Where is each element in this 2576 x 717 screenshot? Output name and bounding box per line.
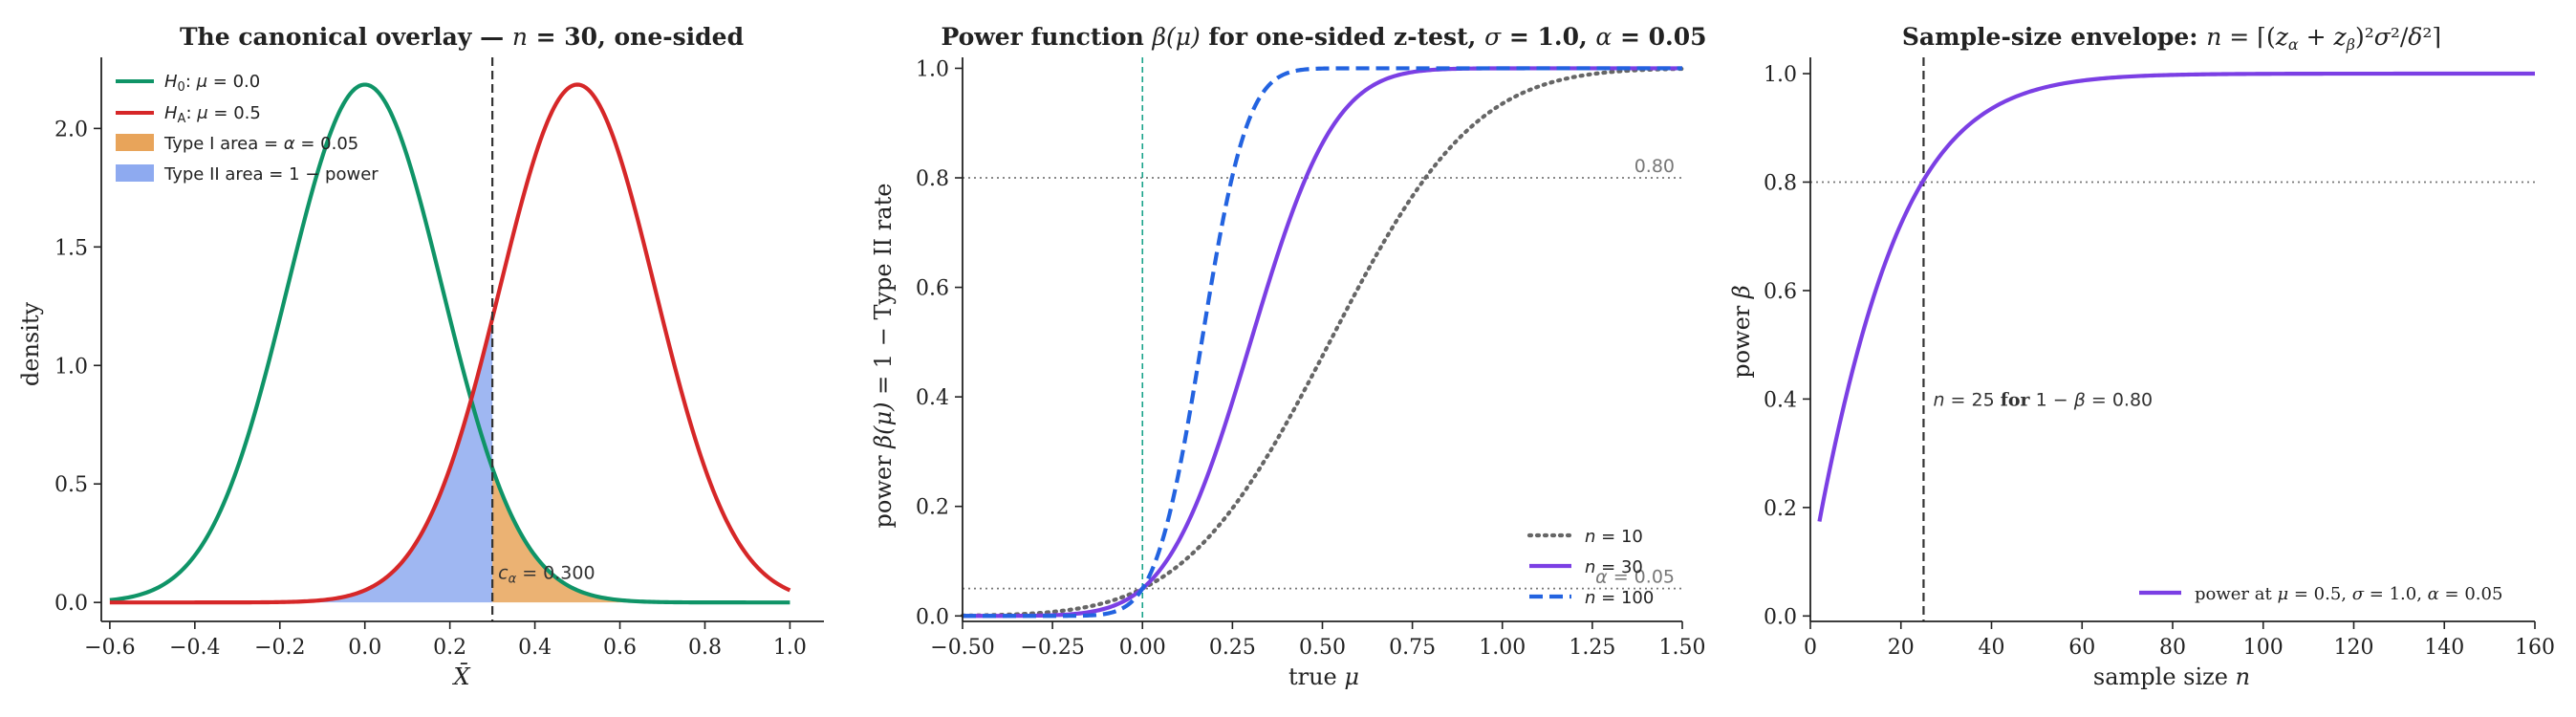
legend-swatch-type2 — [116, 164, 154, 182]
power-curve-n10 — [960, 66, 1685, 619]
power-legend: n = 10 n = 30 n = 100 — [1526, 527, 1654, 608]
type1-area — [492, 467, 790, 603]
power-title: Power function β(μ) for one-sided z-test… — [941, 23, 1706, 51]
legend-label-type2: Type II area = 1 − power — [163, 164, 379, 185]
canonical-xtick-label: −0.4 — [169, 636, 220, 660]
envelope-xlabel: sample size n — [2093, 663, 2250, 690]
canonical-ytick-label: 1.5 — [54, 236, 88, 260]
canonical-xtick-label: 1.0 — [773, 636, 807, 660]
canonical-ytick-label: 0.5 — [54, 473, 88, 497]
power-ytick-label: 1.0 — [916, 57, 949, 81]
power-xtick-label: 1.50 — [1659, 636, 1706, 660]
envelope-xtick-label: 160 — [2515, 636, 2555, 660]
h0-density-curve — [109, 82, 790, 605]
panel-sample-size-envelope: n = 25 for 1 − β = 0.80 0 20 40 60 80 100 120 1… — [1728, 23, 2555, 690]
canonical-xtick-label: 0.2 — [433, 636, 466, 660]
power-xtick-label: 0.75 — [1389, 636, 1436, 660]
type2-area — [109, 317, 493, 603]
power-xtick-label: 1.25 — [1569, 636, 1615, 660]
required-n-annotation: n = 25 for 1 − β = 0.80 — [1933, 389, 2153, 410]
power-title-text: Power function β(μ) for one-sided z-test… — [941, 23, 1706, 51]
canonical-xtick-label: 0.4 — [518, 636, 552, 660]
envelope-ytick-label: 0.0 — [1764, 605, 1797, 629]
alpha-reference-label: α = 0.05 — [1595, 567, 1675, 588]
canonical-xtick-label: 0.0 — [348, 636, 381, 660]
envelope-xtick-label: 40 — [1979, 636, 2005, 660]
legend-label-type1: Type I area = α = 0.05 — [163, 134, 358, 154]
envelope-xtick-label: 60 — [2068, 636, 2095, 660]
legend-label-n100: n = 100 — [1585, 588, 1654, 608]
power-curve-n30 — [963, 66, 1682, 619]
power-envelope-curve — [1817, 71, 2535, 522]
envelope-ylabel: power β — [1728, 285, 1755, 379]
envelope-ytick-label: 0.8 — [1764, 171, 1797, 195]
panel-canonical-overlay: cα = 0.300 −0.6 −0.4 −0.2 0.0 0.2 0.4 0.6 0.8 1.… — [17, 23, 824, 690]
envelope-xtick-label: 0 — [1804, 636, 1817, 660]
envelope-ytick-label: 1.0 — [1764, 63, 1797, 87]
power-ytick-label: 0.4 — [916, 386, 949, 410]
envelope-xtick-label: 100 — [2243, 636, 2284, 660]
legend-label-envelope: power at μ = 0.5, σ = 1.0, α = 0.05 — [2195, 584, 2502, 604]
envelope-xtick-label: 140 — [2424, 636, 2464, 660]
canonical-title: The canonical overlay — n = 30, one-side… — [180, 23, 744, 51]
panel-power-function: 0.80 α = 0.05 −0.50 −0.25 0.00 0.25 0.50 0.75… — [870, 23, 1707, 690]
canonical-xlabel: X̄ — [451, 663, 470, 690]
legend-swatch-type1 — [116, 134, 154, 151]
power-ytick-label: 0.8 — [916, 167, 949, 191]
legend-label-h0: H0: μ = 0.0 — [164, 72, 260, 95]
power-curve-n100 — [963, 66, 1682, 619]
power-ytick-label: 0.0 — [916, 605, 949, 629]
canonical-title-text: The canonical overlay — n = 30, one-side… — [180, 23, 744, 51]
canonical-xtick-label: −0.6 — [84, 636, 135, 660]
canonical-xtick-label: 0.6 — [603, 636, 637, 660]
power-xtick-label: 0.50 — [1299, 636, 1346, 660]
canonical-ytick-label: 2.0 — [54, 118, 88, 141]
legend-label-n30: n = 30 — [1585, 557, 1643, 577]
critical-value-label: cα = 0.300 — [498, 562, 595, 586]
canonical-xtick-label: −0.2 — [254, 636, 305, 660]
envelope-legend: power at μ = 0.5, σ = 1.0, α = 0.05 — [2139, 584, 2502, 604]
power-xtick-label: 0.00 — [1119, 636, 1166, 660]
power-ylabel: power β(μ) = 1 − Type II rate — [870, 184, 897, 529]
canonical-ytick-label: 1.0 — [54, 355, 88, 379]
envelope-title: Sample-size envelope: n = ⌈(zα + zβ)²σ²/… — [1902, 23, 2441, 54]
legend-label-n10: n = 10 — [1585, 527, 1643, 547]
power-reference-label: 0.80 — [1634, 156, 1675, 177]
envelope-ytick-label: 0.4 — [1764, 388, 1797, 412]
legend-label-ha: HA: μ = 0.5 — [164, 103, 261, 126]
power-xtick-label: −0.25 — [1020, 636, 1084, 660]
canonical-ytick-label: 0.0 — [54, 592, 88, 616]
power-xtick-label: −0.50 — [930, 636, 994, 660]
envelope-xtick-label: 20 — [1888, 636, 1915, 660]
envelope-ytick-label: 0.2 — [1764, 497, 1797, 521]
envelope-ytick-label: 0.6 — [1764, 280, 1797, 304]
canonical-xtick-label: 0.8 — [688, 636, 722, 660]
power-xlabel: true μ — [1288, 663, 1359, 690]
power-ytick-label: 0.6 — [916, 277, 949, 301]
canonical-ylabel: density — [17, 301, 44, 386]
ha-density-curve — [109, 82, 791, 605]
envelope-xtick-label: 120 — [2334, 636, 2374, 660]
envelope-title-text: Sample-size envelope: n = ⌈(zα + zβ)²σ²/… — [1902, 23, 2441, 54]
power-xtick-label: 1.00 — [1479, 636, 1526, 660]
power-ytick-label: 0.2 — [916, 496, 949, 520]
envelope-xtick-label: 80 — [2159, 636, 2186, 660]
power-xtick-label: 0.25 — [1209, 636, 1256, 660]
canonical-legend: H0: μ = 0.0 HA: μ = 0.5 Type I area = α … — [116, 72, 379, 185]
